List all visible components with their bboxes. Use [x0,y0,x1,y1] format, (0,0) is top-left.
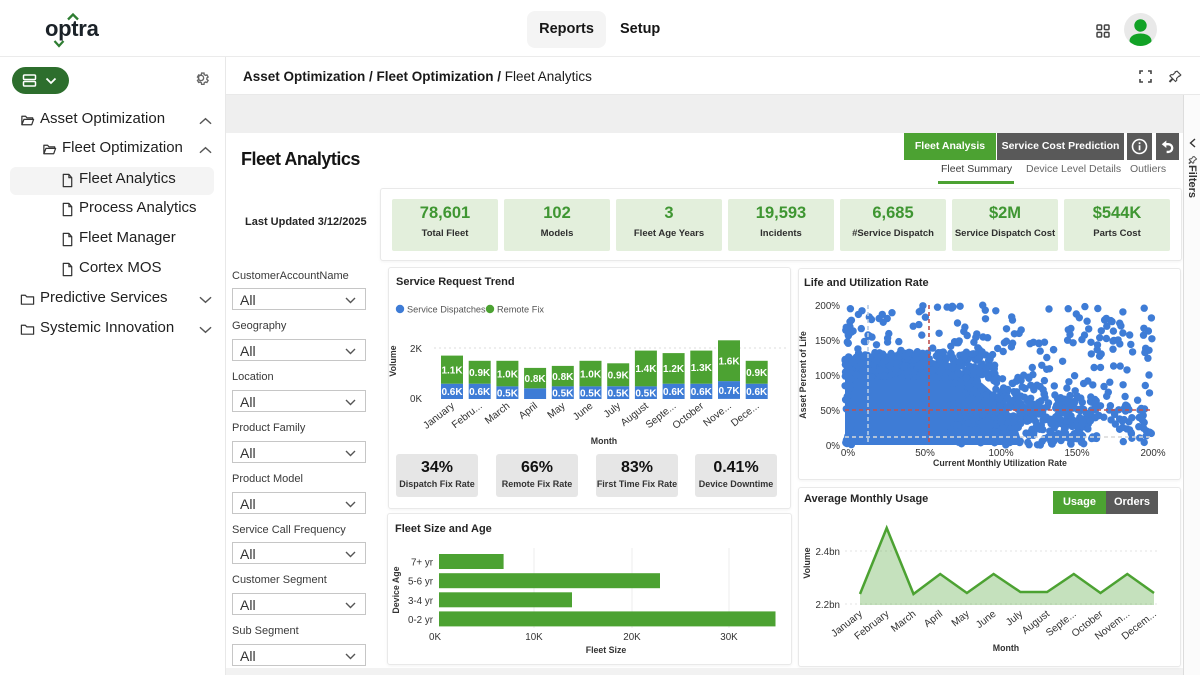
svg-text:7+ yr: 7+ yr [411,558,434,569]
svg-text:5-6 yr: 5-6 yr [408,577,434,588]
svg-text:January: January [422,400,458,432]
svg-text:Febru...: Febru... [450,401,484,431]
svg-text:0K: 0K [429,632,441,643]
svg-text:Volume: Volume [388,345,398,376]
svg-text:April: April [517,401,540,422]
svg-text:April: April [922,609,945,630]
svg-text:March: March [889,609,918,635]
svg-text:1.4K: 1.4K [635,364,657,375]
svg-text:0-2 yr: 0-2 yr [408,615,434,626]
svg-text:2.2bn: 2.2bn [815,600,840,611]
svg-text:200%: 200% [815,301,840,312]
svg-text:30K: 30K [720,632,738,643]
svg-text:0.6K: 0.6K [663,387,685,398]
svg-text:1.1K: 1.1K [441,366,463,377]
svg-text:Service Dispatches: Service Dispatches [407,305,486,315]
svg-text:150%: 150% [1064,448,1089,459]
svg-text:100%: 100% [815,371,840,382]
svg-text:Dece...: Dece... [729,401,761,430]
svg-text:Month: Month [993,643,1019,653]
svg-text:0%: 0% [841,448,855,459]
svg-text:0.8K: 0.8K [525,374,547,385]
svg-text:Month: Month [591,436,617,446]
svg-text:0.5K: 0.5K [580,388,602,399]
svg-text:May: May [950,608,973,629]
svg-text:Current Monthly Utilization Ra: Current Monthly Utilization Rate [933,458,1067,468]
svg-text:Device Age: Device Age [391,566,401,613]
svg-text:3-4 yr: 3-4 yr [408,596,434,607]
svg-text:1.6K: 1.6K [718,357,740,368]
svg-text:0.5K: 0.5K [608,388,630,399]
svg-text:March: March [483,401,512,427]
svg-text:50%: 50% [820,406,840,417]
svg-text:July: July [602,400,624,420]
svg-text:0.5K: 0.5K [635,388,657,399]
svg-text:20K: 20K [623,632,641,643]
svg-text:0.5K: 0.5K [497,388,519,399]
svg-text:1.0K: 1.0K [580,369,602,380]
svg-text:0.9K: 0.9K [746,368,768,379]
svg-text:Asset Percent of Life: Asset Percent of Life [798,331,808,419]
svg-text:0K: 0K [410,394,422,405]
svg-text:50%: 50% [915,448,935,459]
svg-text:Nove...: Nove... [702,401,734,430]
svg-text:Volume: Volume [802,547,812,578]
svg-text:0.6K: 0.6K [691,387,713,398]
svg-text:100%: 100% [988,448,1013,459]
svg-text:0%: 0% [826,441,840,452]
svg-text:Fleet Size: Fleet Size [586,645,627,655]
svg-text:0.6K: 0.6K [469,387,491,398]
svg-text:June: June [974,608,998,630]
svg-text:0.9K: 0.9K [469,368,491,379]
svg-text:10K: 10K [525,632,543,643]
svg-text:200%: 200% [1140,448,1165,459]
svg-text:0.6K: 0.6K [441,387,463,398]
svg-text:October: October [671,400,707,431]
svg-text:June: June [571,400,595,422]
svg-text:May: May [546,400,569,421]
svg-text:2K: 2K [410,344,422,355]
svg-text:1.3K: 1.3K [691,363,713,374]
svg-text:150%: 150% [815,336,840,347]
svg-text:1.2K: 1.2K [663,364,685,375]
svg-text:2.4bn: 2.4bn [815,547,840,558]
svg-text:0.8K: 0.8K [552,372,574,383]
svg-text:1.0K: 1.0K [497,369,519,380]
svg-text:0.7K: 0.7K [718,386,740,397]
svg-text:0.5K: 0.5K [552,388,574,399]
svg-text:0.6K: 0.6K [746,387,768,398]
svg-text:Remote Fix: Remote Fix [497,305,544,315]
svg-text:0.9K: 0.9K [608,371,630,382]
